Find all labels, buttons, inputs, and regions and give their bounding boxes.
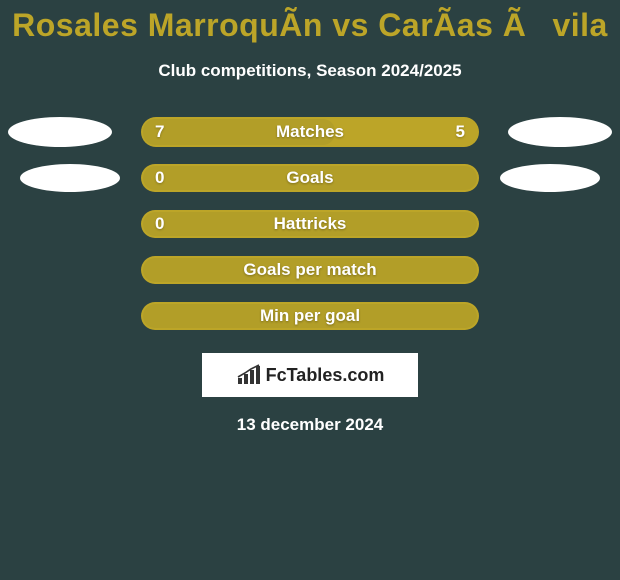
comparison-infographic: Rosales MarroquÃ­n vs CarÃ­as Ãvila Clu… [0,0,620,580]
stat-bar: Goals per match [141,256,479,284]
stat-bar: 0 Goals [141,164,479,192]
stat-row: 0 Goals [0,163,620,193]
stat-label: Hattricks [274,214,347,234]
bar-chart-icon [236,364,264,386]
page-title: Rosales MarroquÃ­n vs CarÃ­as Ãvila [12,6,608,47]
stat-bar: 0 Hattricks [141,210,479,238]
stat-label: Min per goal [260,306,360,326]
stat-row: 0 Hattricks [0,209,620,239]
stat-bar: Min per goal [141,302,479,330]
ellipse-icon [20,164,120,192]
stat-value-right: 5 [456,122,465,142]
ellipse-icon [8,117,112,147]
subtitle: Club competitions, Season 2024/2025 [158,61,461,81]
ellipse-icon [508,117,612,147]
stat-label: Goals [286,168,333,188]
stats-list: 7 5 Matches 0 Goals 0 Hattricks Goals per match… [0,117,620,331]
stat-value-left: 0 [155,168,164,188]
date-text: 13 december 2024 [237,415,384,435]
ellipse-icon [500,164,600,192]
stat-label: Goals per match [243,260,376,280]
stat-row: Goals per match [0,255,620,285]
stat-value-left: 7 [155,122,164,142]
stat-bar: 7 5 Matches [141,117,479,147]
stat-label: Matches [276,122,344,142]
stat-row: 7 5 Matches [0,117,620,147]
logo-text: FcTables.com [266,365,385,386]
logo-box: FcTables.com [202,353,418,397]
stat-row: Min per goal [0,301,620,331]
stat-value-left: 0 [155,214,164,234]
